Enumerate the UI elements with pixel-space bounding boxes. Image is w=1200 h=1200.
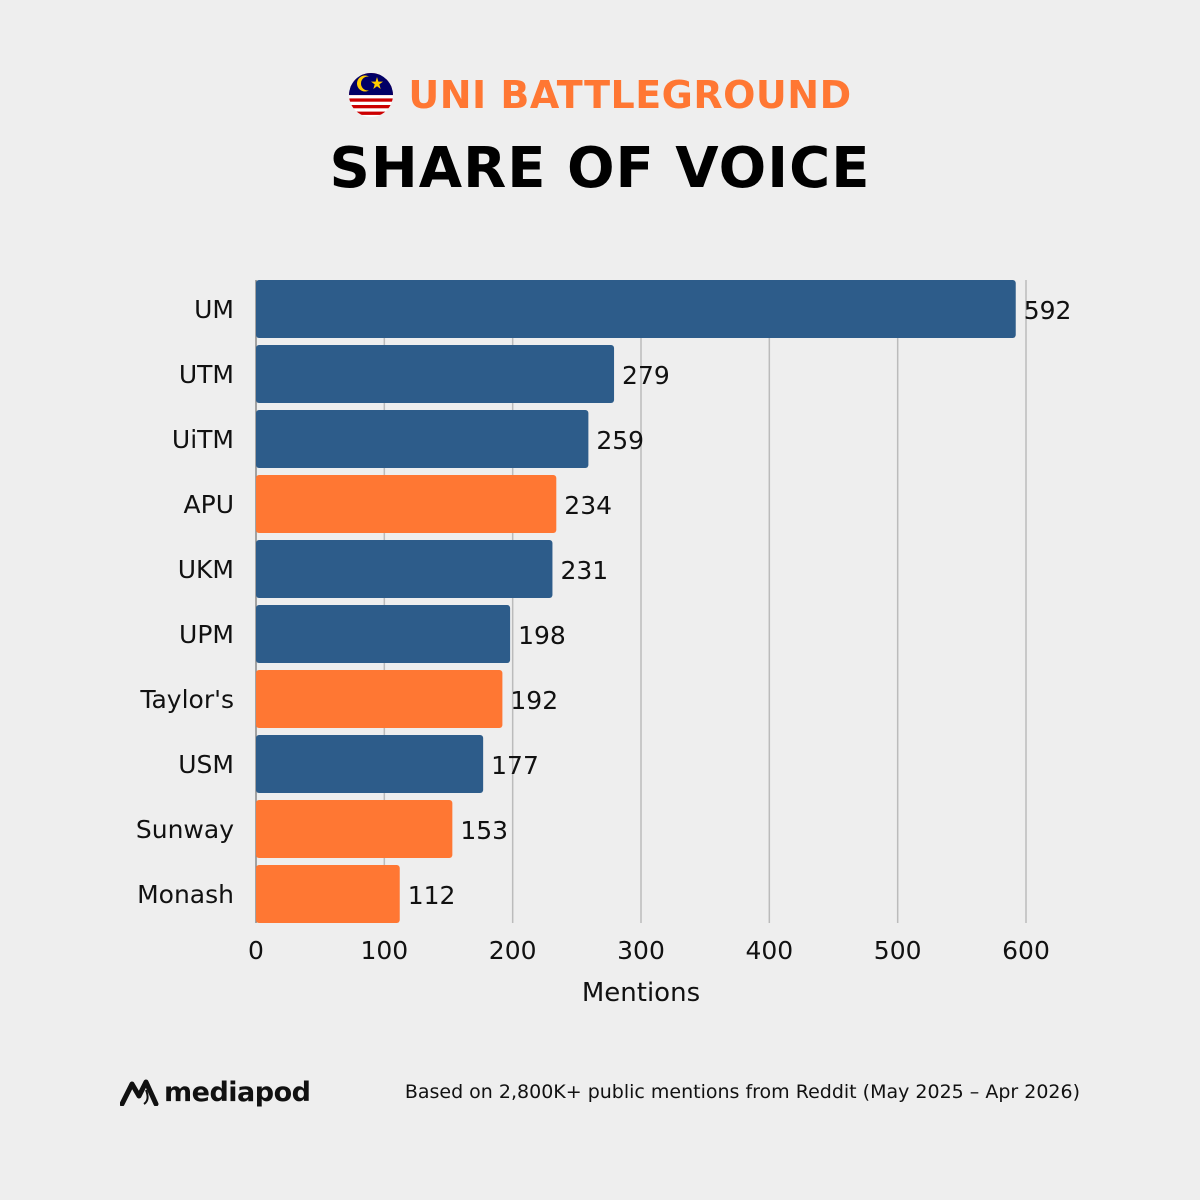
data-label: 234 <box>564 491 612 520</box>
source-note: Based on 2,800K+ public mentions from Re… <box>404 1081 1080 1103</box>
x-tick-label: 400 <box>745 936 793 965</box>
data-label: 177 <box>491 751 539 780</box>
bar-chart: 0 100 200 300 400 500 600 UM 592 UTM 279 UiTM 259 APU… <box>136 280 1072 1008</box>
bar <box>256 670 503 728</box>
footer: mediapod Based on 2,800K+ public mention… <box>120 1070 1080 1114</box>
bar <box>256 345 615 403</box>
category-label: UPM <box>179 620 234 649</box>
x-tick-label: 600 <box>1002 936 1050 965</box>
bar <box>256 410 589 468</box>
data-label: 231 <box>560 556 608 585</box>
category-label: Monash <box>137 880 234 909</box>
bar <box>256 800 453 858</box>
malaysia-flag-icon <box>349 73 394 117</box>
mediapod-logo-icon <box>120 1079 159 1106</box>
bar <box>256 605 511 663</box>
eyebrow-title: UNI BATTLEGROUND <box>408 73 852 117</box>
category-label: Taylor's <box>139 685 234 714</box>
x-tick-label: 0 <box>248 936 264 965</box>
data-label: 259 <box>596 426 644 455</box>
bar <box>256 280 1016 338</box>
category-label: UiTM <box>172 425 234 454</box>
brand-name: mediapod <box>164 1076 311 1108</box>
header-eyebrow: UNI BATTLEGROUND <box>0 72 1200 118</box>
data-label: 198 <box>518 621 566 650</box>
bar <box>256 475 557 533</box>
bar <box>256 865 400 923</box>
data-label: 592 <box>1024 296 1072 325</box>
x-tick-label: 500 <box>874 936 922 965</box>
labels: 0 100 200 300 400 500 600 UM 592 UTM 279 UiTM 259 APU… <box>136 295 1072 1008</box>
bars <box>256 280 1016 923</box>
data-label: 153 <box>460 816 508 845</box>
data-label: 192 <box>510 686 558 715</box>
bar <box>256 540 553 598</box>
bar <box>256 735 484 793</box>
x-axis-title: Mentions <box>582 978 700 1008</box>
category-label: UTM <box>179 360 234 389</box>
category-label: UM <box>194 295 234 324</box>
category-label: UKM <box>178 555 234 584</box>
brand: mediapod <box>120 1076 311 1108</box>
category-label: USM <box>178 750 234 779</box>
category-label: Sunway <box>136 815 234 844</box>
x-tick-label: 200 <box>489 936 537 965</box>
category-label: APU <box>184 490 234 519</box>
data-label: 279 <box>622 361 670 390</box>
x-tick-label: 300 <box>617 936 665 965</box>
data-label: 112 <box>408 881 456 910</box>
page-title: SHARE OF VOICE <box>329 136 871 201</box>
x-tick-label: 100 <box>360 936 408 965</box>
